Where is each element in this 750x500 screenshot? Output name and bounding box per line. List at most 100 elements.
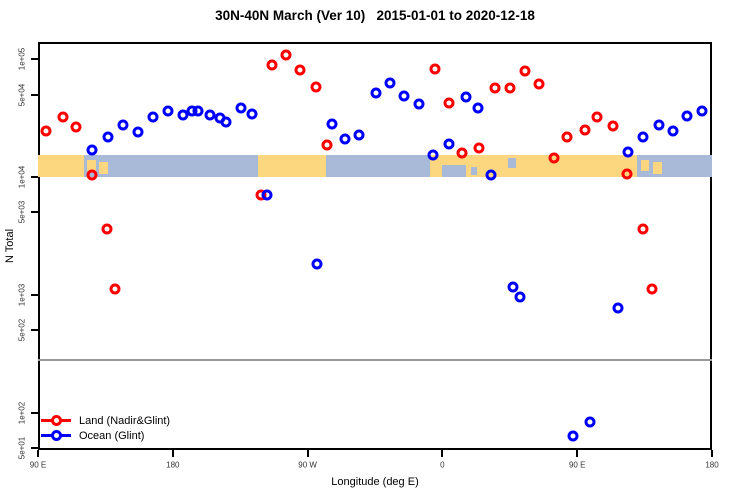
y-tick-label: 1e+02 xyxy=(17,401,27,425)
data-point-land xyxy=(489,82,501,94)
map-strip-island-patch xyxy=(640,160,650,172)
data-point-land xyxy=(109,283,121,295)
data-point-ocean xyxy=(370,87,382,99)
chart-title: 30N-40N March (Ver 10) 2015-01-01 to 202… xyxy=(215,8,535,23)
data-point-land xyxy=(519,65,531,77)
data-point-ocean xyxy=(637,131,649,143)
data-point-ocean xyxy=(681,110,693,122)
y-tick-mark xyxy=(31,57,38,60)
data-point-ocean xyxy=(460,91,472,103)
data-point-ocean xyxy=(472,102,484,114)
data-point-ocean xyxy=(102,131,114,143)
x-tick-label: 90 E xyxy=(29,460,47,470)
data-point-ocean xyxy=(612,302,624,314)
data-point-land xyxy=(621,168,633,180)
y-tick-mark xyxy=(31,175,38,178)
data-point-land xyxy=(310,81,322,93)
data-point-land xyxy=(591,111,603,123)
data-point-ocean xyxy=(246,108,258,120)
data-point-ocean xyxy=(353,129,365,141)
data-point-ocean xyxy=(443,138,455,150)
y-tick-label: 5e+04 xyxy=(17,83,27,106)
y-tick-label: 5e+02 xyxy=(17,319,27,342)
y-tick-mark xyxy=(31,211,38,214)
ocean-series-symbol xyxy=(41,430,71,441)
data-point-land xyxy=(40,125,52,137)
reference-line xyxy=(38,359,712,362)
x-tick-label: 180 xyxy=(166,460,180,470)
data-point-ocean xyxy=(427,149,439,161)
y-tick-label: 1e+05 xyxy=(17,47,27,71)
data-point-ocean xyxy=(177,109,189,121)
data-point-land xyxy=(101,223,113,235)
map-strip-sea-patch xyxy=(442,164,467,177)
data-point-ocean xyxy=(507,281,519,293)
data-point-ocean xyxy=(398,90,410,102)
y-tick-label: 1e+04 xyxy=(17,165,27,189)
data-point-land xyxy=(294,64,306,76)
data-point-ocean xyxy=(86,144,98,156)
data-point-ocean xyxy=(132,126,144,138)
legend-label-ocean: Ocean (Glint) xyxy=(79,429,145,442)
map-strip-island-patch xyxy=(98,162,108,174)
data-point-land xyxy=(504,82,516,94)
map-strip-land-segment xyxy=(38,154,85,177)
data-point-ocean xyxy=(622,146,634,158)
x-tick-label: 90 W xyxy=(298,460,317,470)
data-point-land xyxy=(473,142,485,154)
y-tick-mark xyxy=(31,329,38,332)
data-point-ocean xyxy=(584,416,596,428)
x-tick-mark xyxy=(306,450,309,457)
data-point-land xyxy=(548,152,560,164)
data-point-ocean xyxy=(653,119,665,131)
legend-label-land: Land (Nadir&Glint) xyxy=(79,414,171,427)
legend-item-land: Land (Nadir&Glint) xyxy=(41,413,170,428)
open-circle-icon xyxy=(51,430,62,441)
land-series-symbol xyxy=(41,415,71,426)
data-point-land xyxy=(70,121,82,133)
data-point-land xyxy=(637,223,649,235)
data-point-ocean xyxy=(696,105,708,117)
x-tick-label: 0 xyxy=(440,460,445,470)
data-point-land xyxy=(561,131,573,143)
plot-area xyxy=(38,42,712,450)
x-tick-mark xyxy=(711,450,713,457)
data-point-land xyxy=(429,63,441,75)
legend-item-ocean: Ocean (Glint) xyxy=(41,428,144,443)
data-point-ocean xyxy=(220,116,232,128)
x-tick-mark xyxy=(576,450,579,457)
y-axis-title: N Total xyxy=(4,228,16,264)
x-tick-mark xyxy=(171,450,174,457)
open-circle-icon xyxy=(51,415,62,426)
data-point-ocean xyxy=(162,105,174,117)
data-point-ocean xyxy=(192,105,204,117)
map-strip-island-patch xyxy=(86,160,96,172)
data-point-ocean xyxy=(326,118,338,130)
data-point-land xyxy=(533,78,545,90)
data-point-ocean xyxy=(567,430,579,442)
data-point-land xyxy=(456,147,468,159)
data-point-land xyxy=(607,120,619,132)
x-axis-title: Longitude (deg E) xyxy=(331,476,419,488)
y-tick-label: 5e+03 xyxy=(17,201,27,224)
data-point-ocean xyxy=(384,77,396,89)
x-tick-mark xyxy=(441,450,444,457)
data-point-land xyxy=(86,169,98,181)
data-point-land xyxy=(280,49,292,61)
y-tick-label: 5e+01 xyxy=(17,437,27,460)
map-strip-island-patch xyxy=(652,162,662,174)
data-point-land xyxy=(646,283,658,295)
y-tick-label: 1e+03 xyxy=(17,283,27,307)
y-tick-mark xyxy=(31,447,38,450)
y-tick-mark xyxy=(31,93,38,96)
x-tick-mark xyxy=(37,450,39,457)
data-point-ocean xyxy=(117,119,129,131)
legend: Land (Nadir&Glint) Ocean (Glint) xyxy=(41,413,241,445)
y-tick-mark xyxy=(31,293,38,296)
data-point-ocean xyxy=(235,102,247,114)
data-point-ocean xyxy=(514,291,526,303)
data-point-ocean xyxy=(261,189,273,201)
map-strip-sea-patch xyxy=(508,157,516,168)
data-point-ocean xyxy=(204,109,216,121)
